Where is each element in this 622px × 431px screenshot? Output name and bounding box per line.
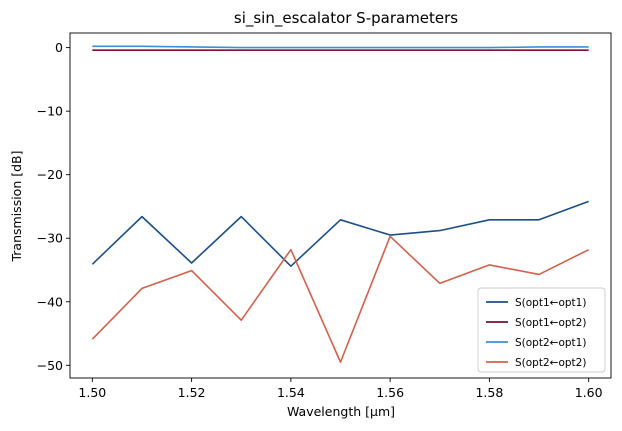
x-axis: 1.50 1.52 1.54 1.56 1.58 1.60 <box>78 378 603 400</box>
y-axis-label: Transmission [dB] <box>9 151 24 263</box>
y-tick-label: −20 <box>37 167 63 182</box>
x-tick-label: 1.56 <box>376 385 404 400</box>
y-axis: 0 −10 −20 −30 −40 −50 <box>37 40 70 373</box>
y-tick-label: −30 <box>37 231 63 246</box>
legend-label: S(opt2←opt2) <box>515 357 586 369</box>
x-axis-label: Wavelength [μm] <box>287 404 395 419</box>
x-tick-label: 1.52 <box>178 385 206 400</box>
legend-box <box>477 287 606 373</box>
legend-label: S(opt1←opt2) <box>515 317 586 329</box>
series-line-4 <box>91 235 590 363</box>
series-line-1 <box>91 200 589 267</box>
y-tick-label: 0 <box>55 40 63 55</box>
x-tick-label: 1.54 <box>277 385 305 400</box>
legend-label: S(opt1←opt1) <box>515 297 586 309</box>
x-tick-label: 1.58 <box>475 385 503 400</box>
series-line-3 <box>92 45 589 49</box>
plot-area <box>69 32 612 379</box>
plot-frame <box>69 32 612 379</box>
chart-title: si_sin_escalator S-parameters <box>234 9 458 28</box>
x-tick-label: 1.60 <box>575 385 603 400</box>
y-tick-label: −50 <box>37 358 63 373</box>
legend-label: S(opt2←opt1) <box>515 337 586 349</box>
y-tick-label: −40 <box>37 294 63 309</box>
x-tick-label: 1.50 <box>78 385 106 400</box>
y-tick-label: −10 <box>37 104 63 119</box>
legend: S(opt1←opt1) S(opt1←opt2) S(opt2←opt1) S(op… <box>477 287 606 373</box>
